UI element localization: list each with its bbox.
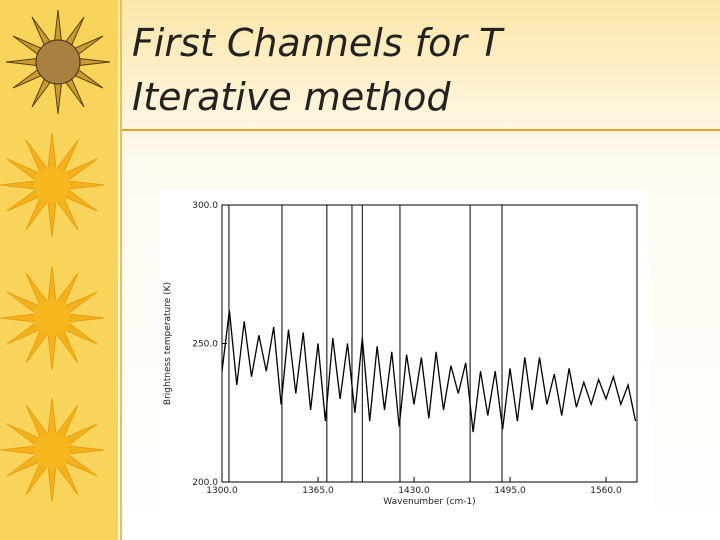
y-tick-label: 200.0 — [192, 478, 218, 488]
y-tick-label: 250.0 — [192, 340, 218, 350]
sun-disc — [34, 167, 70, 203]
title-line: First Channels for T — [132, 21, 505, 65]
sun-disc — [35, 39, 81, 85]
x-tick-label: 1560.0 — [590, 486, 622, 496]
y-tick-label: 300.0 — [192, 201, 218, 211]
spectrum-line — [221, 310, 637, 433]
sun-disc — [34, 432, 70, 468]
chart-background — [160, 190, 650, 515]
chart: 200.0 250.0 300.0 1300.0 1365.0 1430.0 1495.0 1… — [163, 201, 638, 507]
x-tick-label: 1365.0 — [302, 486, 334, 496]
x-tick-label: 1300.0 — [206, 486, 238, 496]
sun-icons — [0, 9, 111, 503]
y-axis-label: Brightness temperature (K) — [163, 282, 173, 405]
x-tick-label: 1430.0 — [398, 486, 430, 496]
title-line: Iterative method — [132, 75, 451, 119]
x-axis-label: Wavenumber (cm-1) — [383, 497, 475, 507]
sun-disc — [34, 300, 70, 336]
x-tick-label: 1495.0 — [494, 486, 526, 496]
